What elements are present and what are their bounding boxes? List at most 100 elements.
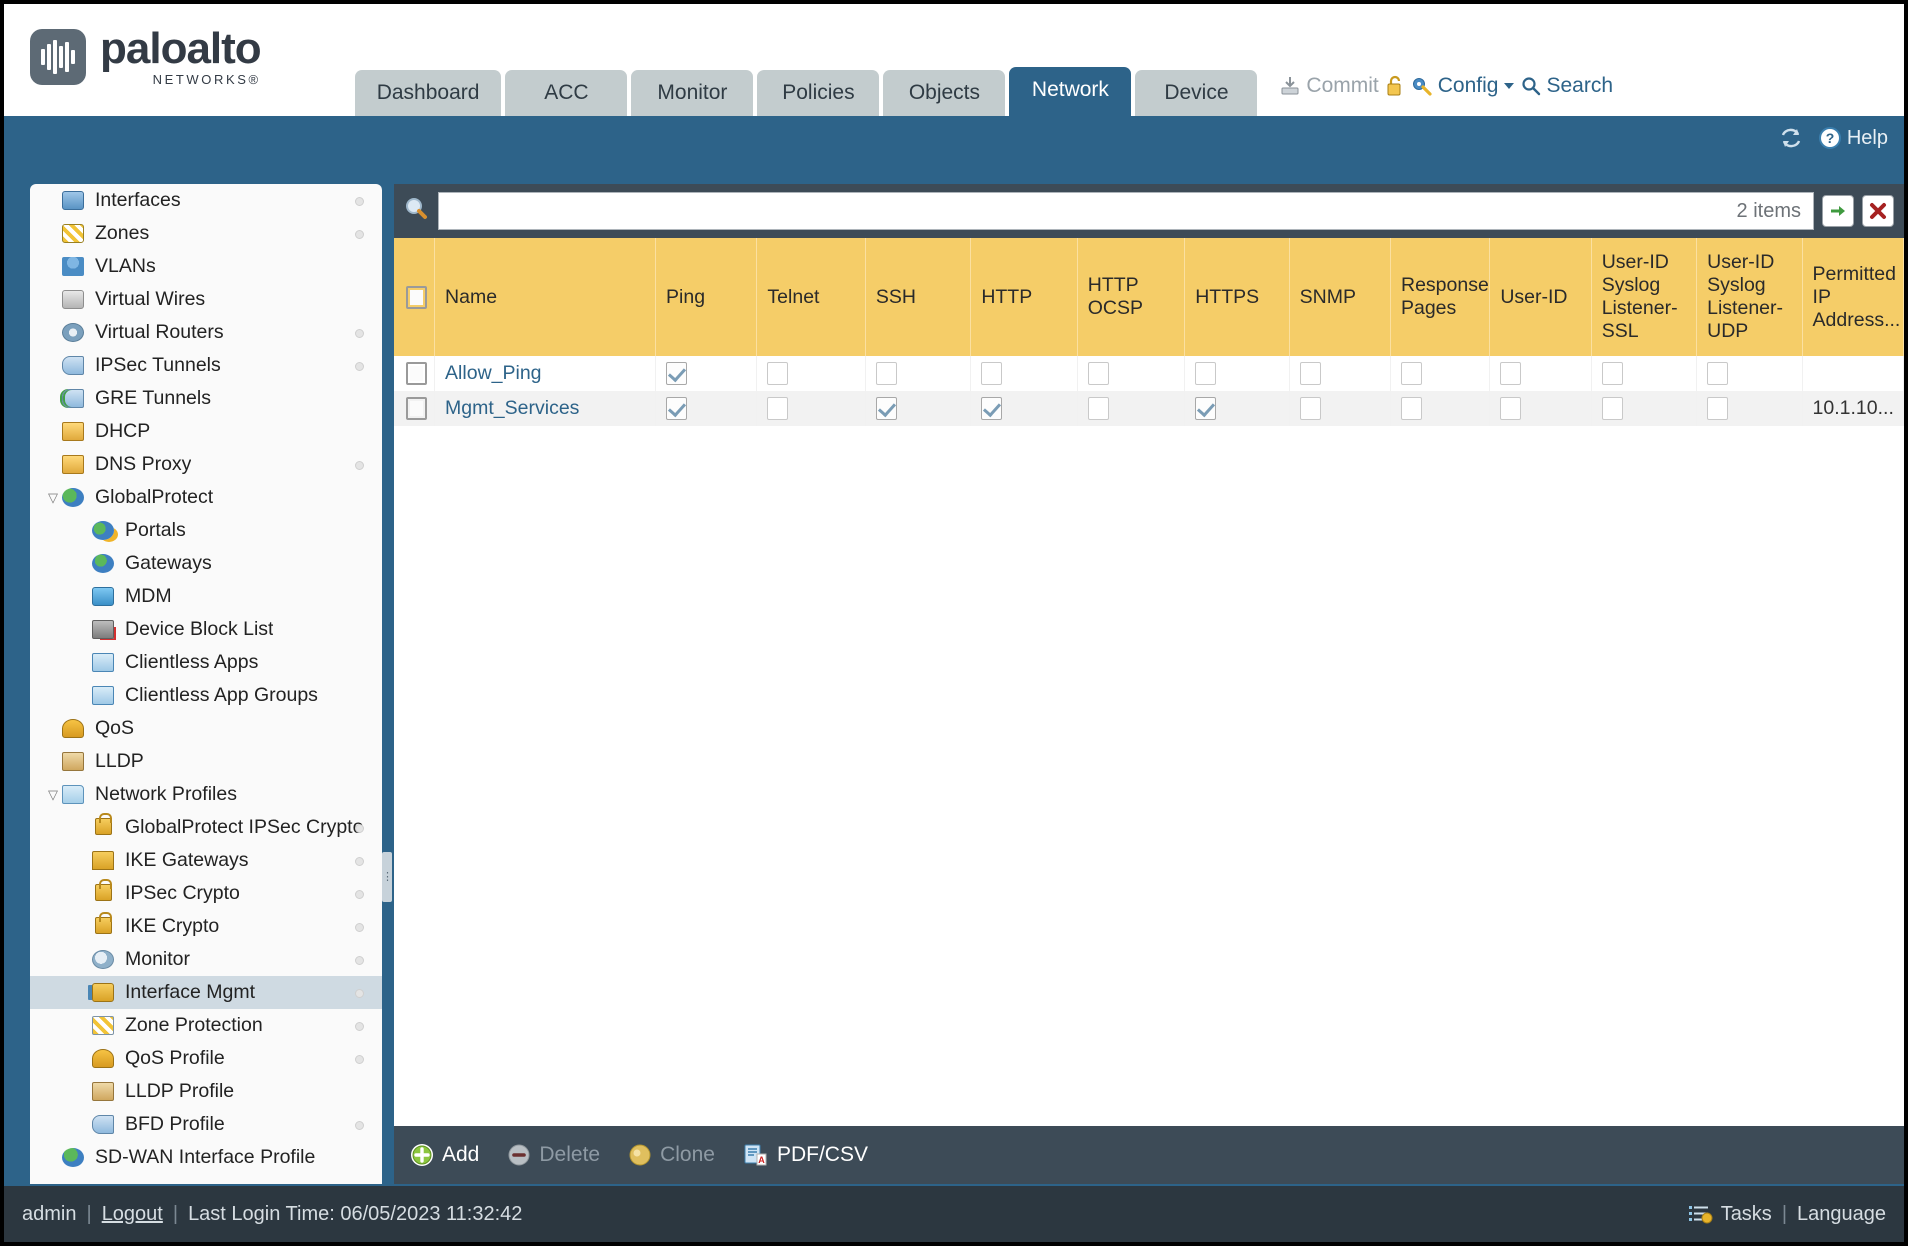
cell-syslog-udp[interactable]: [1696, 356, 1803, 391]
https-checkbox[interactable]: [1195, 362, 1217, 386]
tab-dashboard[interactable]: Dashboard: [354, 69, 502, 116]
sidebar-item-ike-gateways[interactable]: IKE Gateways: [30, 844, 382, 877]
config-menu-button[interactable]: Config: [1411, 74, 1516, 98]
row-select-cell[interactable]: [394, 391, 436, 426]
profile-name-link[interactable]: Mgmt_Services: [445, 397, 580, 419]
select-all-header[interactable]: [394, 238, 436, 356]
sidebar-item-portals[interactable]: Portals: [30, 514, 382, 547]
language-button[interactable]: Language: [1797, 1203, 1886, 1226]
select-all-checkbox[interactable]: [406, 285, 427, 309]
global-search-button[interactable]: Search: [1521, 74, 1613, 98]
col-telnet[interactable]: Telnet: [756, 238, 866, 356]
sidebar-item-ipsec-crypto[interactable]: IPSec Crypto: [30, 877, 382, 910]
telnet-checkbox[interactable]: [767, 397, 789, 421]
cell-syslog-ssl[interactable]: [1591, 391, 1698, 426]
cell-name[interactable]: Mgmt_Services: [434, 391, 657, 426]
sidebar-item-gre-tunnels[interactable]: GRE Tunnels: [30, 382, 382, 415]
pdf-csv-button[interactable]: A PDF/CSV: [743, 1143, 868, 1167]
cell-ping[interactable]: [655, 391, 758, 426]
user-id-checkbox[interactable]: [1500, 362, 1522, 386]
col-http-ocsp[interactable]: HTTP OCSP: [1077, 238, 1186, 356]
http-checkbox[interactable]: [981, 397, 1003, 421]
clear-filter-button[interactable]: [1862, 195, 1894, 227]
clone-button[interactable]: Clone: [628, 1143, 715, 1167]
response-pages-checkbox[interactable]: [1400, 397, 1422, 421]
sidebar-item-interface-mgmt[interactable]: Interface Mgmt: [30, 976, 382, 1009]
col-permitted-ip[interactable]: Permitted IP Address...: [1802, 238, 1904, 356]
sidebar-item-device-block-list[interactable]: Device Block List: [30, 613, 382, 646]
cell-telnet[interactable]: [756, 356, 866, 391]
col-snmp[interactable]: SNMP: [1289, 238, 1391, 356]
cell-telnet[interactable]: [756, 391, 866, 426]
cell-permitted-ip[interactable]: 10.1.10...: [1802, 391, 1904, 426]
sidebar-item-mdm[interactable]: MDM: [30, 580, 382, 613]
sidebar-item-lldp[interactable]: LLDP: [30, 745, 382, 778]
cell-response-pages[interactable]: [1390, 356, 1491, 391]
sidebar-item-network-profiles[interactable]: ▽ Network Profiles: [30, 778, 382, 811]
tab-monitor[interactable]: Monitor: [631, 69, 754, 116]
cell-http-ocsp[interactable]: [1077, 356, 1186, 391]
ping-checkbox[interactable]: [666, 397, 688, 421]
cell-response-pages[interactable]: [1390, 391, 1491, 426]
sidebar-item-globalprotect[interactable]: ▽ GlobalProtect: [30, 481, 382, 514]
ssh-checkbox[interactable]: [875, 397, 897, 421]
cell-http-ocsp[interactable]: [1077, 391, 1186, 426]
syslog-ssl-checkbox[interactable]: [1601, 397, 1623, 421]
sidebar-item-virtual-routers[interactable]: Virtual Routers: [30, 316, 382, 349]
cell-syslog-udp[interactable]: [1696, 391, 1803, 426]
https-checkbox[interactable]: [1195, 397, 1217, 421]
syslog-ssl-checkbox[interactable]: [1601, 362, 1623, 386]
telnet-checkbox[interactable]: [767, 362, 789, 386]
tab-network[interactable]: Network: [1009, 66, 1132, 116]
snmp-checkbox[interactable]: [1299, 397, 1321, 421]
expand-collapse-icon[interactable]: ▽: [48, 489, 58, 505]
ssh-checkbox[interactable]: [875, 362, 897, 386]
http-ocsp-checkbox[interactable]: [1087, 397, 1109, 421]
col-syslog-ssl[interactable]: User-ID Syslog Listener-SSL: [1591, 238, 1698, 356]
cell-ssh[interactable]: [865, 356, 972, 391]
tab-objects[interactable]: Objects: [883, 69, 1006, 116]
sidebar-item-ipsec-tunnels[interactable]: IPSec Tunnels: [30, 349, 382, 382]
syslog-udp-checkbox[interactable]: [1707, 397, 1729, 421]
col-ssh[interactable]: SSH: [865, 238, 972, 356]
cell-name[interactable]: Allow_Ping: [434, 356, 657, 391]
http-checkbox[interactable]: [981, 362, 1003, 386]
col-http[interactable]: HTTP: [970, 238, 1078, 356]
sidebar-item-clientless-app-groups[interactable]: Clientless App Groups: [30, 679, 382, 712]
cell-syslog-ssl[interactable]: [1591, 356, 1698, 391]
cell-user-id[interactable]: [1489, 391, 1592, 426]
sidebar-item-virtual-wires[interactable]: Virtual Wires: [30, 283, 382, 316]
tab-acc[interactable]: ACC: [505, 69, 628, 116]
cell-snmp[interactable]: [1289, 391, 1391, 426]
sidebar-item-lldp-profile[interactable]: LLDP Profile: [30, 1075, 382, 1108]
apply-filter-button[interactable]: [1822, 195, 1854, 227]
sidebar-item-zones[interactable]: Zones: [30, 217, 382, 250]
cell-snmp[interactable]: [1289, 356, 1391, 391]
table-row[interactable]: Mgmt_Services 10.1.10...: [394, 391, 1904, 426]
cell-http[interactable]: [970, 356, 1078, 391]
sidebar-item-globalprotect-ipsec-crypto[interactable]: GlobalProtect IPSec Crypto: [30, 811, 382, 844]
syslog-udp-checkbox[interactable]: [1707, 362, 1729, 386]
filter-search-icon[interactable]: [402, 196, 430, 227]
response-pages-checkbox[interactable]: [1400, 362, 1422, 386]
http-ocsp-checkbox[interactable]: [1087, 362, 1109, 386]
table-row[interactable]: Allow_Ping: [394, 356, 1904, 391]
row-select-cell[interactable]: [394, 356, 436, 391]
sidebar-item-clientless-apps[interactable]: Clientless Apps: [30, 646, 382, 679]
row-select-checkbox[interactable]: [406, 397, 427, 421]
commit-button[interactable]: Commit: [1279, 74, 1379, 98]
col-response-pages[interactable]: Response Pages: [1390, 238, 1491, 356]
sidebar-resize-handle[interactable]: ⋮: [382, 852, 393, 902]
cell-ssh[interactable]: [865, 391, 972, 426]
col-https[interactable]: HTTPS: [1184, 238, 1290, 356]
config-lock-button[interactable]: [1385, 75, 1405, 97]
sidebar-item-qos-profile[interactable]: QoS Profile: [30, 1042, 382, 1075]
sidebar-item-vlans[interactable]: VLANs: [30, 250, 382, 283]
refresh-icon[interactable]: [1778, 126, 1804, 150]
sidebar-item-dns-proxy[interactable]: DNS Proxy: [30, 448, 382, 481]
col-user-id[interactable]: User-ID: [1489, 238, 1592, 356]
sidebar-item-monitor[interactable]: Monitor: [30, 943, 382, 976]
cell-permitted-ip[interactable]: [1802, 356, 1904, 391]
help-button[interactable]: ? Help: [1818, 126, 1888, 150]
sidebar-item-ike-crypto[interactable]: IKE Crypto: [30, 910, 382, 943]
